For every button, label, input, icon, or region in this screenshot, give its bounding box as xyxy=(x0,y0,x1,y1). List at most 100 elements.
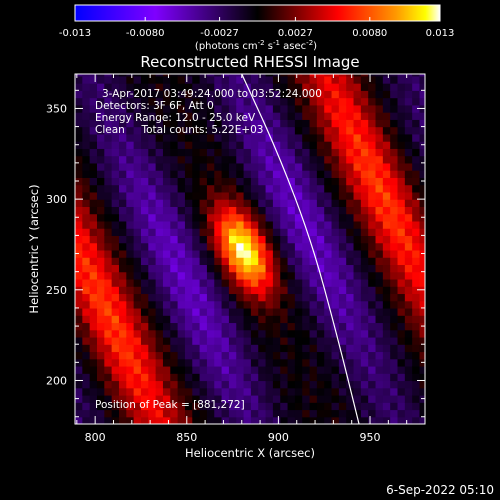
heatmap-cell xyxy=(375,329,384,338)
heatmap-cell xyxy=(162,387,171,396)
heatmap-cell xyxy=(324,307,333,316)
heatmap-cell xyxy=(280,336,289,345)
heatmap-cell xyxy=(338,220,347,229)
heatmap-cell xyxy=(126,351,135,360)
heatmap-cell xyxy=(192,278,201,287)
heatmap-cell xyxy=(96,90,105,99)
heatmap-cell xyxy=(75,278,83,287)
heatmap-cell xyxy=(155,177,164,186)
heatmap-cell xyxy=(353,249,362,258)
heatmap-cell xyxy=(148,75,157,84)
heatmap-cell xyxy=(265,126,274,135)
heatmap-cell xyxy=(360,112,369,120)
heatmap-cell xyxy=(184,83,193,91)
heatmap-cell xyxy=(206,271,215,280)
heatmap-cell xyxy=(192,199,201,207)
heatmap-cell xyxy=(346,416,355,424)
heatmap-cell xyxy=(302,133,311,142)
heatmap-cell xyxy=(89,170,98,178)
heatmap-cell xyxy=(221,394,230,403)
heatmap-cell xyxy=(170,206,179,215)
heatmap-cell xyxy=(199,394,208,403)
heatmap-cell xyxy=(287,329,296,338)
heatmap-cell xyxy=(140,416,149,424)
heatmap-cell xyxy=(324,329,333,338)
heatmap-cell xyxy=(236,387,245,396)
heatmap-cell xyxy=(199,97,208,106)
heatmap-cell xyxy=(133,394,142,403)
heatmap-cell xyxy=(243,104,252,113)
heatmap-cell xyxy=(287,387,296,396)
heatmap-cell xyxy=(368,228,377,236)
heatmap-cell xyxy=(89,90,98,99)
heatmap-cell xyxy=(221,119,230,128)
heatmap-cell xyxy=(353,293,362,302)
heatmap-cell xyxy=(243,315,252,324)
heatmap-cell xyxy=(316,416,325,424)
heatmap-cell xyxy=(338,155,347,164)
timestamp: 6-Sep-2022 05:10 xyxy=(386,483,494,497)
heatmap-cell xyxy=(192,322,201,331)
heatmap-cell xyxy=(184,336,193,345)
heatmap-cell xyxy=(236,344,245,353)
heatmap-cell xyxy=(412,416,421,424)
heatmap-cell xyxy=(346,264,355,273)
heatmap-cell xyxy=(324,242,333,251)
heatmap-cell xyxy=(75,155,83,164)
heatmap-cell xyxy=(419,264,425,273)
heatmap-cell xyxy=(360,184,369,193)
heatmap-cell xyxy=(390,300,399,309)
heatmap-cell xyxy=(404,242,413,251)
heatmap-cell xyxy=(82,278,91,287)
heatmap-cell xyxy=(111,119,120,128)
heatmap-cell xyxy=(236,213,245,222)
heatmap-cell xyxy=(221,199,230,207)
heatmap-cell xyxy=(243,170,252,178)
heatmap-cell xyxy=(111,170,120,178)
heatmap-cell xyxy=(250,322,259,331)
heatmap-cell xyxy=(382,119,391,128)
heatmap-cell xyxy=(382,278,391,287)
heatmap-cell xyxy=(170,402,179,411)
heatmap-cell xyxy=(309,206,318,215)
heatmap-cell xyxy=(375,228,384,236)
heatmap-cell xyxy=(177,97,186,106)
heatmap-cell xyxy=(221,358,230,367)
heatmap-cell xyxy=(243,90,252,99)
heatmap-cell xyxy=(375,170,384,178)
heatmap-cell xyxy=(192,177,201,186)
heatmap-cell xyxy=(221,220,230,229)
heatmap-cell xyxy=(228,271,237,280)
heatmap-cell xyxy=(243,387,252,396)
heatmap-cell xyxy=(104,170,113,178)
heatmap-cell xyxy=(162,184,171,193)
heatmap-cell xyxy=(397,307,406,316)
heatmap-cell xyxy=(104,220,113,229)
heatmap-cell xyxy=(294,264,303,273)
heatmap-cell xyxy=(250,329,259,338)
heatmap-cell xyxy=(126,416,135,424)
heatmap-cell xyxy=(368,278,377,287)
heatmap-cell xyxy=(294,365,303,374)
heatmap-cell xyxy=(177,380,186,389)
heatmap-cell xyxy=(360,286,369,295)
heatmap-cell xyxy=(192,148,201,157)
heatmap-cell xyxy=(118,235,127,244)
heatmap-cell xyxy=(75,235,83,244)
heatmap-cell xyxy=(324,83,333,91)
heatmap-cell xyxy=(338,97,347,106)
heatmap-cell xyxy=(265,416,274,424)
heatmap-cell xyxy=(184,90,193,99)
heatmap-cell xyxy=(382,75,391,84)
heatmap-cell xyxy=(170,228,179,236)
heatmap-cell xyxy=(382,307,391,316)
heatmap-cell xyxy=(214,344,223,353)
heatmap-cell xyxy=(170,191,179,200)
heatmap-cell xyxy=(382,416,391,424)
heatmap-cell xyxy=(331,133,340,142)
heatmap-cell xyxy=(250,184,259,193)
heatmap-cell xyxy=(221,104,230,113)
plot-frame xyxy=(74,73,426,425)
heatmap-cell xyxy=(265,286,274,295)
heatmap-cell xyxy=(294,75,303,84)
